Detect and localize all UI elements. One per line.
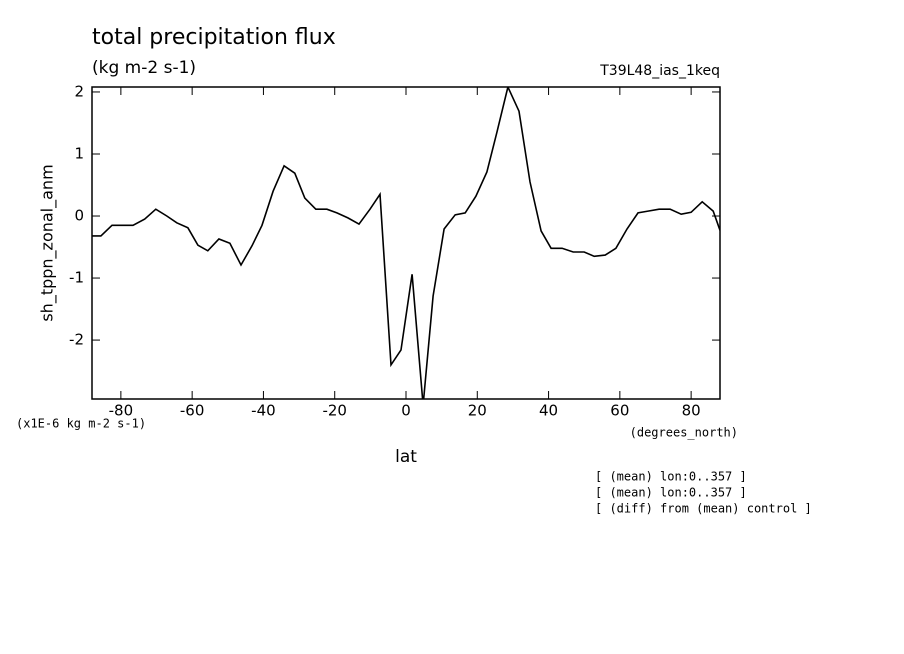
chart-title: total precipitation flux xyxy=(92,25,336,50)
x-tick-label: -60 xyxy=(180,402,205,420)
run-label: T39L48_ias_1keq xyxy=(599,63,720,79)
x-tick-label: -40 xyxy=(251,402,276,420)
y-tick-label: -1 xyxy=(69,269,84,287)
y-axis-label: sh_tppn_zonal_anm xyxy=(38,164,58,321)
x-tick-label: -80 xyxy=(109,402,134,420)
y-tick-label: 0 xyxy=(74,207,84,225)
y-units: (x1E-6 kg m-2 s-1) xyxy=(16,417,146,431)
note: [ (diff) from (mean) control ] xyxy=(595,502,812,516)
x-tick-label: 80 xyxy=(682,402,701,420)
x-tick-label: 60 xyxy=(610,402,629,420)
y-tick-label: 1 xyxy=(74,144,84,162)
plot-frame xyxy=(91,86,721,400)
y-tick-label: 2 xyxy=(74,82,84,100)
x-units: (degrees_north) xyxy=(630,426,738,440)
x-tick-label: -20 xyxy=(322,402,347,420)
note: [ (mean) lon:0..357 ] xyxy=(595,470,747,484)
x-tick-label: 20 xyxy=(468,402,487,420)
x-tick-label: 0 xyxy=(401,402,411,420)
x-tick-label: 40 xyxy=(539,402,558,420)
y-tick-label: -2 xyxy=(69,331,84,349)
data-line xyxy=(92,87,720,399)
note: [ (mean) lon:0..357 ] xyxy=(595,486,747,500)
x-axis-label: lat xyxy=(395,447,417,467)
chart-subtitle: (kg m-2 s-1) xyxy=(92,58,196,78)
